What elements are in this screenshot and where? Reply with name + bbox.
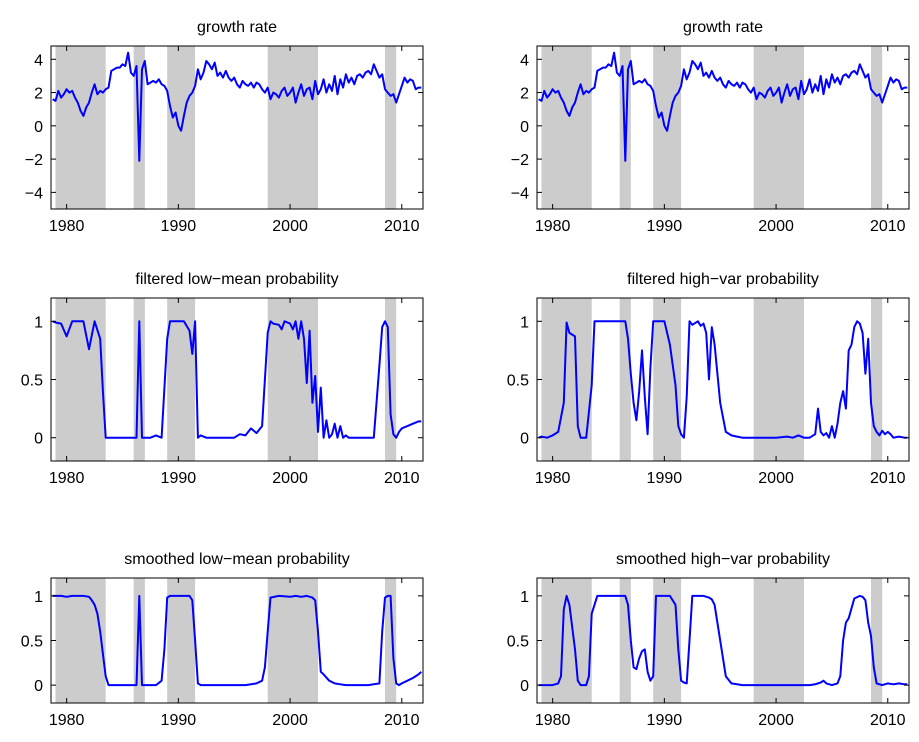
panel-smoothed-low-mean: 1980 1990 2000 2010 0 0.5 1 smoothed low−mean p… [21,551,424,729]
recession-band [133,578,145,703]
recession-band [267,298,318,461]
axes-box [536,45,910,210]
x-tick-label: 1990 [647,470,683,487]
recession-band [55,298,106,461]
recession-band [267,578,318,703]
axes-box [50,45,424,210]
chart-title: growth rate [197,19,277,36]
y-tick-label: 0 [34,431,43,448]
recession-band [133,298,145,461]
recession-band [653,578,682,703]
series-line [538,320,908,439]
y-tick-label: 0 [520,678,529,695]
series-line [538,594,908,687]
y-tick-label: 1 [34,589,43,606]
y-tick-label: 1 [520,314,529,331]
x-tick-label: 2000 [758,218,794,235]
x-tick-label: 2000 [272,470,308,487]
x-tick-label: 2000 [272,712,308,729]
x-tick-label: 2000 [758,712,794,729]
y-tick-label: 0.5 [21,373,43,390]
y-tick-label: 1 [520,589,529,606]
axes-box [536,577,910,704]
x-tick-label: 1990 [161,218,197,235]
recession-band [541,46,592,209]
panel-smoothed-high-var: 1980 1990 2000 2010 0 0.5 1 smoothed high−var p… [507,551,910,729]
x-tick-label: 1990 [647,218,683,235]
x-tick-label: 1990 [161,712,197,729]
panel-filtered-high-var: 1980 1990 2000 2010 0 0.5 1 filtered high−var p… [507,271,910,487]
recession-band [871,578,883,703]
y-tick-label: −2 [25,152,43,169]
x-tick-label: 1980 [49,470,85,487]
y-tick-label: 0 [520,119,529,136]
recession-band [871,298,883,461]
series-line [52,51,422,162]
recession-band [871,46,883,209]
y-tick-label: 0 [520,431,529,448]
y-tick-label: 0 [34,119,43,136]
y-tick-label: 4 [34,52,43,69]
x-tick-label: 1990 [161,470,197,487]
recession-band [619,578,631,703]
recession-band [55,578,106,703]
x-tick-label: 2010 [384,712,420,729]
x-tick-label: 1980 [49,218,85,235]
y-tick-label: −4 [511,185,529,202]
recession-band [167,298,196,461]
x-tick-label: 2010 [870,712,906,729]
recession-band [385,578,397,703]
recession-band [753,298,804,461]
chart-title: smoothed low−mean probability [124,551,349,568]
x-tick-label: 2010 [870,470,906,487]
chart-title: filtered low−mean probability [135,271,338,288]
y-tick-label: 0.5 [507,373,529,390]
chart-title: smoothed high−var probability [616,551,830,568]
x-tick-label: 1980 [535,218,571,235]
x-tick-label: 2000 [758,470,794,487]
y-tick-label: −4 [25,185,43,202]
y-tick-label: −2 [511,152,529,169]
recession-band [753,46,804,209]
x-tick-label: 1990 [647,712,683,729]
series-line [52,594,422,687]
y-tick-label: 0 [34,678,43,695]
recession-band [753,578,804,703]
panel-filtered-low-mean: 1980 1990 2000 2010 0 0.5 1 filtered low−mean p… [21,271,424,487]
x-tick-label: 1980 [535,470,571,487]
x-tick-label: 2010 [870,218,906,235]
recession-band [385,298,397,461]
recession-band [55,46,106,209]
x-tick-label: 2010 [384,470,420,487]
y-tick-label: 0.5 [507,634,529,651]
recession-band [385,46,397,209]
y-tick-label: 4 [520,52,529,69]
chart-title: filtered high−var probability [627,271,819,288]
x-tick-label: 1980 [49,712,85,729]
series-line [538,51,908,162]
y-tick-label: 2 [520,86,529,103]
recession-band [267,46,318,209]
panel-growth-rate-right: 1980 1990 2000 2010 −4 −2 0 2 4 growth rate [511,19,910,235]
panel-growth-rate-left: 1980 1990 2000 2010 −4 −2 0 2 4 growth rate [25,19,424,235]
x-tick-label: 1980 [535,712,571,729]
y-tick-label: 0.5 [21,634,43,651]
y-tick-label: 1 [34,314,43,331]
recession-band [619,298,631,461]
y-tick-label: 2 [34,86,43,103]
recession-band [653,298,682,461]
x-tick-label: 2000 [272,218,308,235]
series-line [52,320,422,439]
chart-title: growth rate [683,19,763,36]
x-tick-label: 2010 [384,218,420,235]
